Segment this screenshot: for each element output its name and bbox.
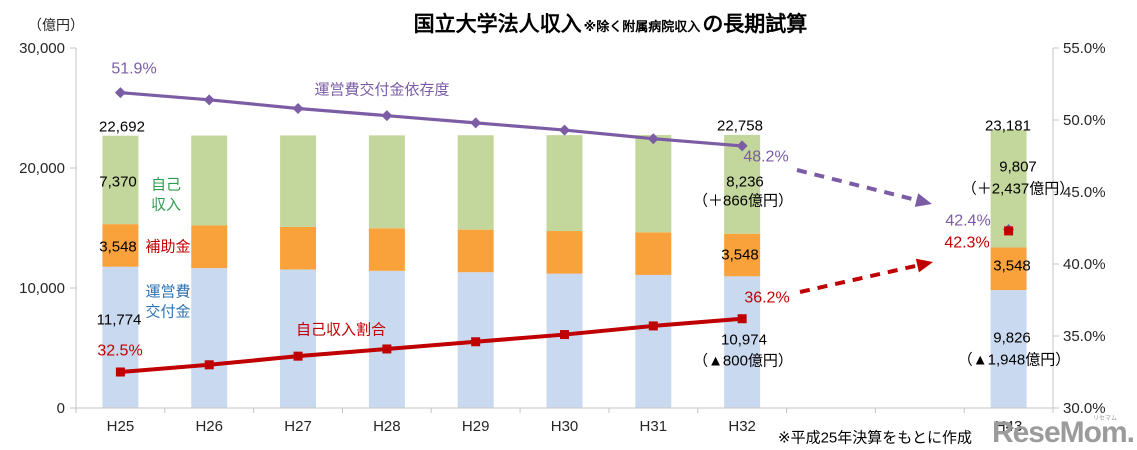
left-tick-label: 30,000 (19, 40, 65, 57)
line-運営費交付金依存度 (120, 91, 743, 148)
right-tick-label: 45.0% (1063, 184, 1106, 201)
right-tick-label: 50.0% (1063, 112, 1106, 129)
x-category-label: H30 (551, 418, 579, 435)
bar-segment-自己収入 (102, 135, 139, 225)
trend-arrow-shaft (796, 168, 917, 203)
trend-arrow-shaft (799, 263, 918, 294)
x-category-label: H29 (462, 418, 490, 435)
x-category-label: H43 (995, 418, 1023, 435)
x-category-label: H31 (640, 418, 668, 435)
bar-segment-自己収入 (280, 135, 317, 227)
x-category-label: H26 (195, 418, 223, 435)
marker-diamond (470, 117, 482, 129)
bar-segment-自己収入 (457, 135, 494, 230)
marker-square (648, 321, 658, 331)
marker-diamond (203, 94, 215, 106)
bar-segment-自己収入 (635, 135, 672, 233)
left-tick-label: 10,000 (19, 280, 65, 297)
bar-segment-運営費交付金 (990, 290, 1027, 408)
bar-segment-自己収入 (191, 135, 228, 226)
marker-square (737, 314, 747, 324)
trend-arrow-head (915, 258, 933, 273)
bar-segment-補助金 (635, 232, 672, 275)
bar-segment-運営費交付金 (368, 270, 405, 408)
bar-segment-補助金 (191, 225, 228, 269)
bar-segment-補助金 (546, 231, 583, 274)
marker-square (1004, 226, 1014, 236)
right-tick-label: 35.0% (1063, 328, 1106, 345)
chart-title-note: ※除く附属病院収入 (583, 19, 701, 34)
chart-title: 国立大学法人収入 ※除く附属病院収入の長期試算 (42, 8, 1137, 38)
bar-segment-自己収入 (546, 135, 583, 232)
marker-diamond (559, 124, 570, 136)
marker-diamond (647, 133, 659, 145)
left-tick-label: 20,000 (19, 160, 65, 177)
marker-square (293, 351, 303, 361)
bar-segment-自己収入 (368, 135, 405, 229)
marker-diamond (292, 102, 304, 114)
marker-square (560, 330, 569, 340)
bar-segment-補助金 (102, 224, 139, 267)
footnote: ※平成25年決算をもとに作成 (778, 429, 972, 447)
trend-arrow-head (914, 193, 932, 207)
bar-segment-運営費交付金 (102, 266, 139, 408)
chart-title-suffix: の長期試算 (702, 13, 808, 36)
marker-square (204, 360, 214, 370)
bar-segment-補助金 (724, 233, 761, 277)
left-tick-label: 0 (57, 400, 65, 417)
chart-title-main: 国立大学法人収入 (413, 13, 582, 36)
right-tick-label: 40.0% (1063, 256, 1106, 273)
bar-segment-運営費交付金 (635, 274, 672, 408)
bar-segment-運営費交付金 (191, 268, 228, 408)
bar-segment-補助金 (990, 247, 1027, 291)
left-axis-unit-label: （億円） (28, 17, 84, 33)
bar-segment-補助金 (280, 226, 317, 270)
marker-diamond (114, 87, 126, 99)
bar-segment-補助金 (368, 228, 405, 271)
marker-square (382, 344, 392, 354)
marker-diamond (381, 110, 393, 122)
bar-segment-運営費交付金 (724, 276, 761, 408)
right-tick-label: 55.0% (1063, 40, 1106, 57)
watermark-text: ReseMom. (991, 416, 1135, 449)
watermark-ruby: リセマム (1092, 416, 1117, 422)
x-category-label: H27 (284, 418, 312, 435)
marker-square (471, 337, 481, 347)
resemom-watermark: リセマム ReseMom. (991, 416, 1135, 449)
x-category-label: H25 (107, 418, 135, 435)
line-自己収入割合 (120, 316, 743, 374)
marker-square (115, 367, 125, 377)
x-category-label: H28 (373, 418, 401, 435)
bar-segment-運営費交付金 (546, 273, 583, 408)
right-tick-label: 30.0% (1063, 400, 1106, 417)
x-category-label: H32 (728, 418, 756, 435)
marker-diamond (736, 140, 748, 152)
bar-segment-運営費交付金 (280, 269, 317, 408)
bar-segment-補助金 (457, 229, 494, 273)
